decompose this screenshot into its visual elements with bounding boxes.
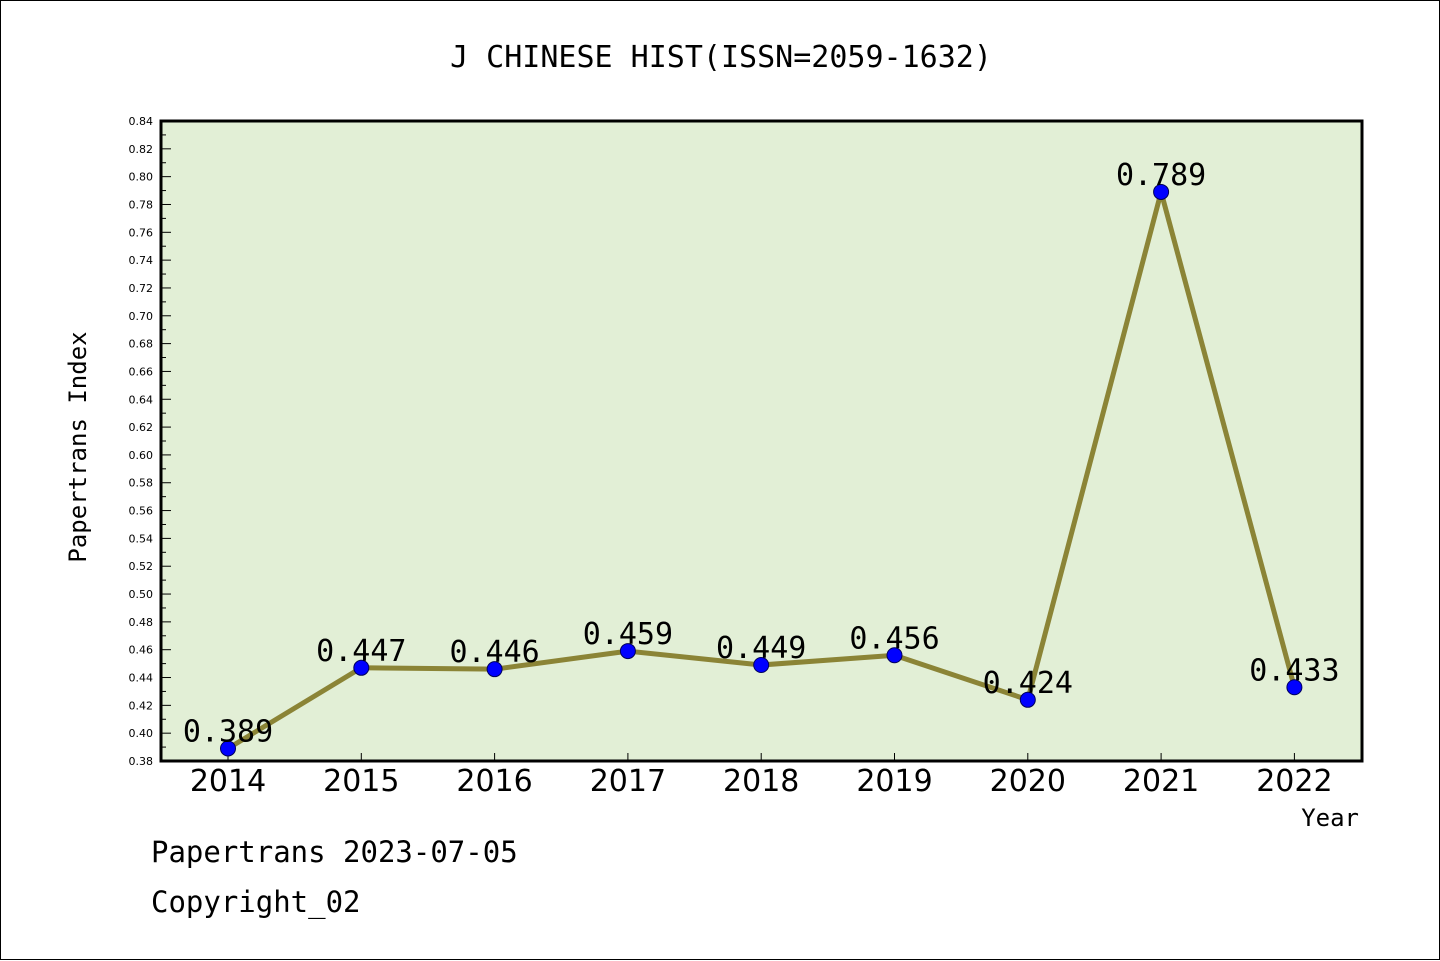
y-tick-label: 0.48 — [129, 616, 154, 629]
data-label: 0.449 — [716, 631, 806, 666]
y-axis-title: Papertrans Index — [64, 331, 92, 562]
data-point — [1019, 691, 1036, 708]
x-tick-label: 2021 — [1123, 764, 1199, 799]
y-tick-label: 0.58 — [129, 477, 154, 490]
data-point — [220, 740, 236, 757]
data-label: 0.789 — [1116, 158, 1206, 193]
y-tick-label: 0.78 — [129, 198, 154, 211]
y-tick-label: 0.42 — [129, 699, 154, 712]
y-tick-label: 0.46 — [129, 644, 154, 657]
x-tick-label: 2018 — [723, 764, 799, 799]
x-tick-label: 2022 — [1256, 764, 1332, 799]
x-tick-label: 2019 — [856, 764, 932, 799]
y-tick-label: 0.72 — [129, 282, 154, 295]
chart-title: J CHINESE HIST(ISSN=2059-1632) — [450, 40, 992, 75]
x-axis-title: Year — [1301, 804, 1359, 832]
y-tick-label: 0.82 — [129, 143, 154, 156]
y-tick-label: 0.52 — [129, 560, 154, 573]
plot-border — [159, 119, 1364, 763]
data-label: 0.446 — [449, 635, 539, 670]
data-point — [353, 659, 370, 676]
data-label: 0.456 — [849, 621, 939, 656]
y-tick-label: 0.74 — [129, 254, 154, 267]
data-point — [753, 657, 770, 673]
y-tick-label: 0.84 — [129, 115, 154, 128]
data-point — [619, 643, 636, 660]
y-tick-label: 0.60 — [129, 449, 154, 462]
y-tick-label: 0.76 — [129, 226, 154, 239]
data-point — [486, 661, 503, 678]
x-axis: 2014 2015 2016 2017 2018 2019 2020 2021 2022 — [190, 753, 1333, 799]
plot-area — [161, 121, 1362, 761]
data-label: 0.433 — [1249, 653, 1339, 688]
x-tick-label: 2020 — [990, 764, 1066, 799]
footer-copyright: Copyright_02 — [151, 885, 361, 919]
data-point — [1153, 183, 1170, 200]
footer-date: Papertrans 2023-07-05 — [151, 835, 518, 869]
y-tick-label: 0.62 — [129, 421, 154, 434]
y-tick-label: 0.66 — [129, 365, 154, 378]
data-label: 0.389 — [183, 714, 273, 749]
y-tick-label: 0.56 — [129, 505, 154, 518]
y-tick-label: 0.40 — [129, 727, 154, 740]
series — [220, 183, 1303, 757]
y-axis: 0.38 0.40 0.42 0.44 0.46 0.48 0.50 0.52 0.54 0.56… — [129, 115, 171, 768]
data-point — [1286, 679, 1303, 696]
x-tick-label: 2014 — [190, 764, 266, 799]
y-tick-label: 0.50 — [129, 588, 154, 601]
y-tick-label: 0.64 — [129, 393, 154, 406]
x-tick-label: 2015 — [323, 764, 399, 799]
y-tick-label: 0.54 — [129, 532, 154, 545]
x-tick-label: 2016 — [456, 764, 532, 799]
data-label: 0.424 — [983, 666, 1073, 701]
data-label: 0.447 — [316, 634, 406, 669]
y-tick-label: 0.70 — [129, 310, 154, 323]
x-tick-label: 2017 — [590, 764, 666, 799]
y-tick-label: 0.44 — [129, 672, 154, 685]
data-labels: 0.389 0.447 0.446 0.459 0.449 0.456 0.424 0.789… — [183, 158, 1340, 750]
y-tick-label: 0.80 — [129, 171, 154, 184]
data-label: 0.459 — [583, 617, 673, 652]
y-tick-label: 0.68 — [129, 338, 154, 351]
y-tick-label: 0.38 — [129, 755, 154, 768]
data-point — [886, 647, 903, 664]
